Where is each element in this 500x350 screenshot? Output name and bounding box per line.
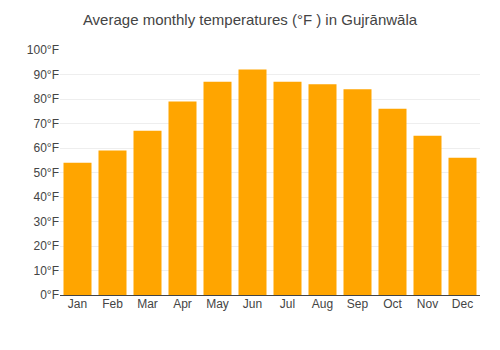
svg-text:Nov: Nov xyxy=(417,297,438,311)
svg-text:30°F: 30°F xyxy=(34,215,59,229)
svg-text:100°F: 100°F xyxy=(27,43,59,57)
svg-text:Mar: Mar xyxy=(137,297,158,311)
svg-text:90°F: 90°F xyxy=(34,68,59,82)
svg-text:Jun: Jun xyxy=(243,297,262,311)
svg-text:Apr: Apr xyxy=(173,297,192,311)
svg-text:Average monthly temperatures (: Average monthly temperatures (°F ) in Gu… xyxy=(83,11,418,28)
svg-text:Jan: Jan xyxy=(68,297,87,311)
svg-text:80°F: 80°F xyxy=(34,92,59,106)
svg-text:20°F: 20°F xyxy=(34,239,59,253)
svg-text:10°F: 10°F xyxy=(34,264,59,278)
svg-text:Sep: Sep xyxy=(347,297,369,311)
svg-text:0°F: 0°F xyxy=(40,288,59,302)
svg-text:May: May xyxy=(206,297,229,311)
svg-text:Jul: Jul xyxy=(280,297,295,311)
svg-text:40°F: 40°F xyxy=(34,190,59,204)
svg-text:50°F: 50°F xyxy=(34,166,59,180)
svg-text:70°F: 70°F xyxy=(34,117,59,131)
svg-text:Oct: Oct xyxy=(383,297,402,311)
svg-text:Feb: Feb xyxy=(102,297,123,311)
svg-text:Aug: Aug xyxy=(312,297,333,311)
svg-text:60°F: 60°F xyxy=(34,141,59,155)
svg-text:Dec: Dec xyxy=(452,297,473,311)
